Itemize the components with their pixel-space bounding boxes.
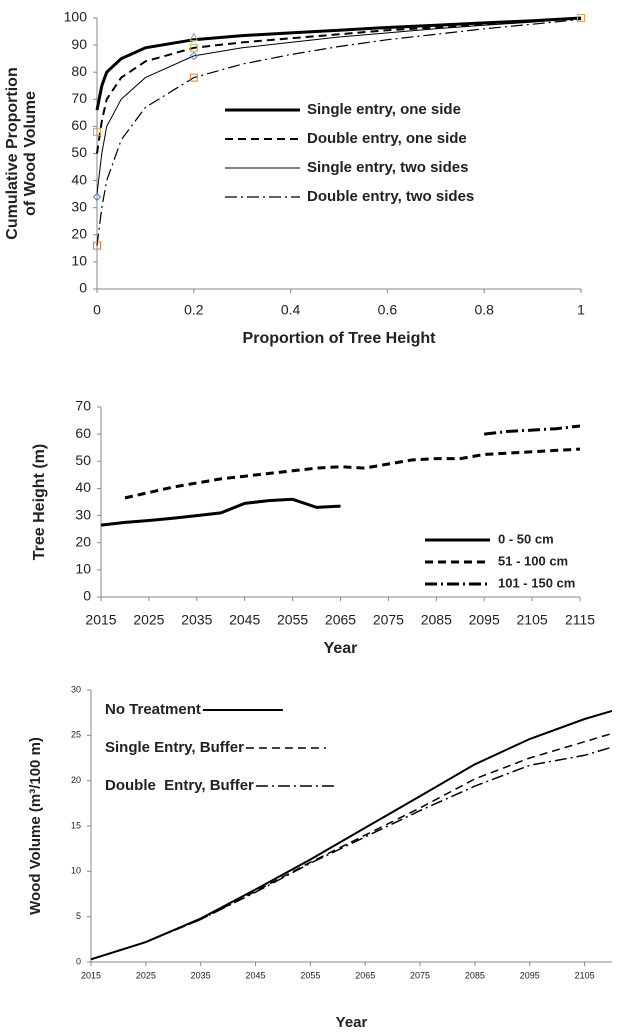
series-line (90, 732, 613, 961)
point (577, 14, 585, 22)
point (93, 241, 101, 250)
legend-label: Double entry, two sides (307, 188, 474, 205)
y-tick-label: 60 (75, 425, 91, 441)
x-tick-label: 2065 (325, 612, 356, 628)
x-tick-label: 2115 (565, 612, 595, 628)
y-tick-label: 10 (71, 866, 81, 876)
x-tick-label: 2085 (421, 612, 452, 628)
x-tick-label: 0.4 (281, 302, 301, 318)
y-axis-label: Tree Height (m) (31, 444, 48, 560)
y-tick-label: 90 (71, 36, 87, 52)
y-tick-label: 60 (71, 117, 87, 133)
point (189, 43, 198, 52)
legend-label: Single Entry, Buffer (105, 739, 244, 756)
x-tick-label: 2095 (469, 612, 500, 628)
legend-label: Single entry, two sides (307, 159, 468, 176)
y-tick-label: 50 (71, 144, 87, 160)
y-tick-label: 5 (76, 911, 81, 921)
x-tick-label: 2075 (410, 970, 430, 980)
series-line (96, 18, 582, 246)
x-tick-label: 2035 (181, 612, 212, 628)
x-tick-label: 2025 (133, 612, 164, 628)
y-tick-label: 0 (76, 956, 81, 966)
legend-label: 51 - 100 cm (498, 553, 568, 568)
y-axis-label: Cumulative Proportion (4, 67, 21, 239)
y-tick-label: 30 (71, 684, 81, 694)
x-axis-label: Year (336, 1014, 368, 1031)
y-tick-label: 80 (71, 63, 87, 79)
x-tick-label: 0.8 (474, 302, 494, 318)
y-tick-label: 50 (75, 452, 91, 468)
legend-label: 101 - 150 cm (498, 575, 575, 590)
series-line (96, 17, 582, 154)
y-axis-label: of Wood Volume (22, 91, 39, 216)
x-tick-label: 0 (93, 302, 101, 318)
legend-label: Double entry, one side (307, 130, 467, 147)
x-tick-label: 2055 (277, 612, 308, 628)
y-tick-label: 30 (75, 506, 91, 522)
point (189, 51, 199, 61)
y-tick-label: 40 (71, 171, 87, 187)
series-line (96, 17, 582, 195)
x-tick-label: 2085 (465, 970, 485, 980)
series-line (484, 424, 581, 436)
x-tick-label: 2015 (85, 612, 116, 628)
series-line (90, 746, 613, 961)
x-tick-label: 2025 (136, 970, 156, 980)
series-line (100, 497, 341, 527)
series-line (95, 16, 582, 111)
y-tick-label: 100 (64, 9, 88, 25)
point (92, 192, 102, 202)
x-tick-label: 2045 (229, 612, 260, 628)
y-tick-label: 15 (71, 820, 81, 830)
y-tick-label: 20 (75, 533, 91, 549)
x-axis-label: Year (324, 640, 358, 657)
legend-label: Double Entry, Buffer (105, 777, 254, 794)
x-tick-label: 2035 (191, 970, 211, 980)
point (189, 32, 199, 41)
y-tick-label: 25 (71, 730, 81, 740)
y-tick-label: 0 (79, 280, 87, 296)
x-tick-label: 2055 (300, 970, 320, 980)
y-tick-label: 40 (75, 479, 91, 495)
x-tick-label: 2095 (520, 970, 540, 980)
y-tick-label: 20 (71, 226, 87, 242)
point (93, 127, 101, 136)
x-tick-label: 2105 (517, 612, 548, 628)
legend-label: 0 - 50 cm (498, 531, 554, 546)
legend-label: No Treatment (105, 701, 201, 718)
y-tick-label: 70 (71, 90, 87, 106)
x-tick-label: 2045 (246, 970, 266, 980)
x-tick-label: 2105 (575, 970, 595, 980)
point (189, 73, 198, 82)
series-line (124, 447, 581, 500)
y-tick-label: 10 (75, 561, 91, 577)
y-tick-label: 0 (83, 588, 91, 604)
y-tick-label: 20 (71, 775, 81, 785)
x-axis-label: Proportion of Tree Height (243, 330, 437, 347)
y-tick-label: 30 (71, 198, 87, 214)
x-tick-label: 2065 (355, 970, 375, 980)
x-tick-label: 2075 (373, 612, 404, 628)
x-tick-label: 0.2 (184, 302, 204, 318)
x-tick-label: 0.6 (378, 302, 398, 318)
y-axis-label: Wood Volume (m³/100 m) (27, 737, 44, 915)
x-tick-label: 1 (577, 302, 585, 318)
y-tick-label: 70 (75, 398, 91, 414)
legend-label: Single entry, one side (307, 101, 461, 118)
y-tick-label: 10 (71, 253, 87, 269)
x-tick-label: 2015 (81, 970, 101, 980)
